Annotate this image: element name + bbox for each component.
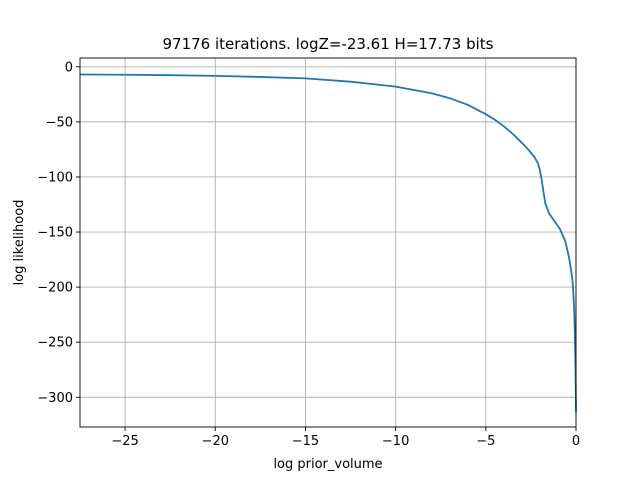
y-tick-label: −50	[46, 115, 73, 130]
y-tick-label: −150	[37, 226, 73, 241]
y-tick-label: 0	[65, 60, 73, 75]
y-tick-label: −100	[37, 170, 73, 185]
x-tick-label: −15	[292, 434, 319, 449]
x-tick-label: −10	[382, 434, 409, 449]
x-axis-label: log prior_volume	[273, 457, 382, 472]
y-axis-label: log likelihood	[12, 200, 27, 286]
plot-area	[79, 73, 577, 412]
y-tick-label: −300	[37, 391, 73, 406]
x-tick-label: 0	[572, 434, 580, 449]
x-tick-label: −5	[476, 434, 495, 449]
series-line	[79, 73, 577, 412]
x-tick-label: −20	[202, 434, 229, 449]
y-tick-label: −250	[37, 336, 73, 351]
y-tick-label: −200	[37, 281, 73, 296]
chart-title: 97176 iterations. logZ=-23.61 H=17.73 bi…	[163, 35, 494, 53]
axes-frame	[79, 57, 577, 428]
x-tick-label: −25	[111, 434, 138, 449]
ticks-layer: −25 −20 −15 −10 −5 00−50−100−150−200−250−300	[37, 60, 580, 449]
